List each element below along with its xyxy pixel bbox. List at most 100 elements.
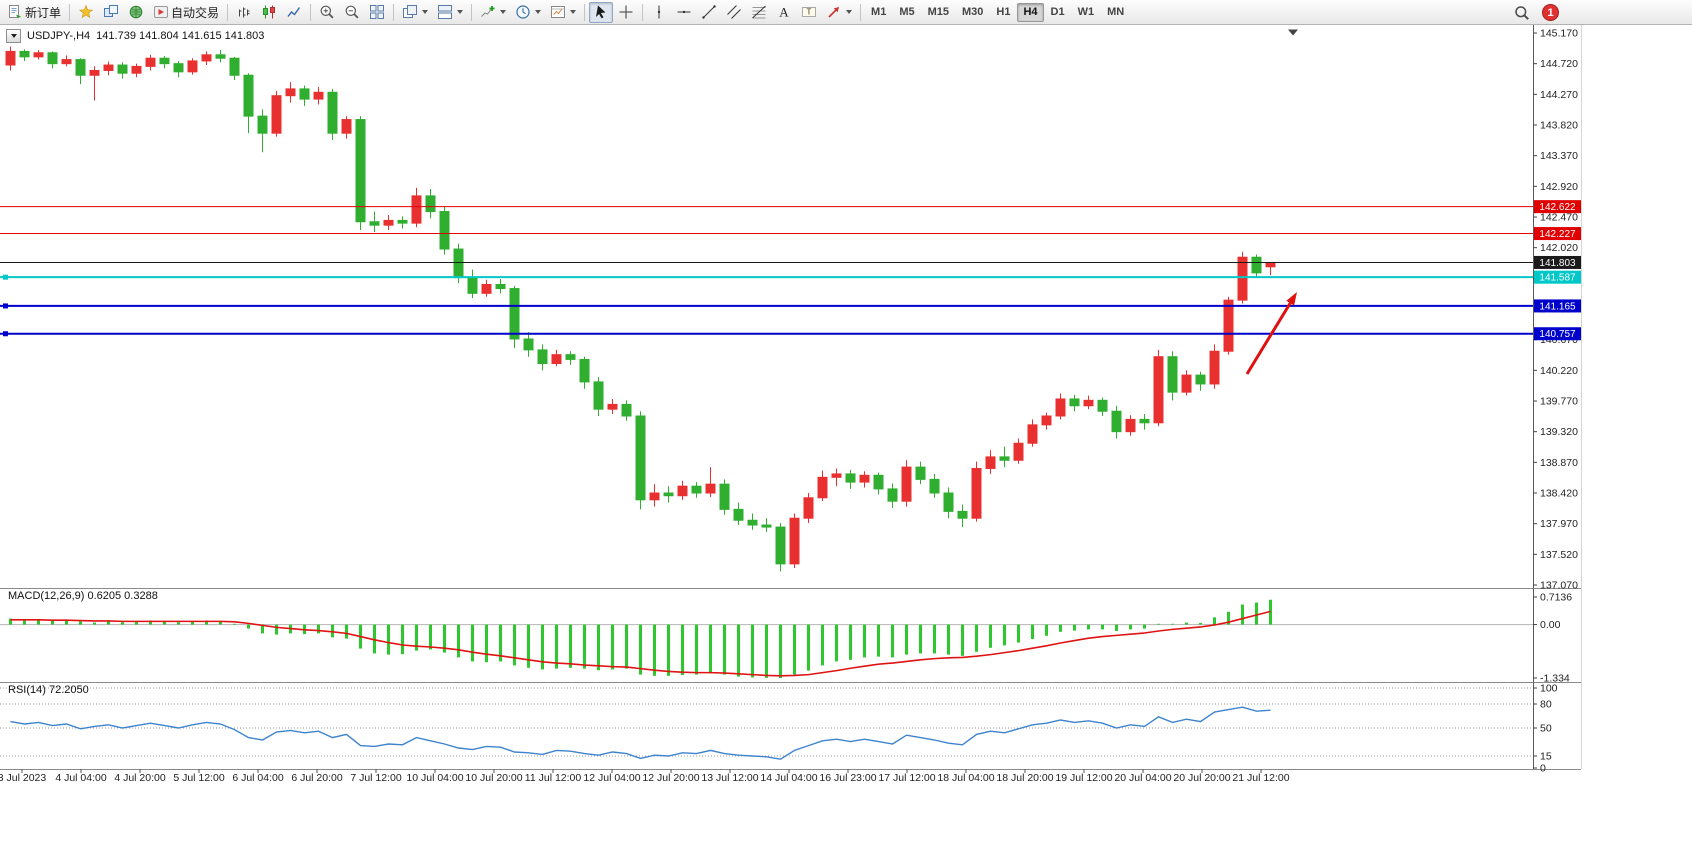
svg-text:145.170: 145.170 (1540, 28, 1578, 40)
svg-text:142.622: 142.622 (1539, 202, 1576, 213)
horizontal-level-lines[interactable] (0, 206, 1533, 337)
svg-text:137.070: 137.070 (1540, 580, 1578, 592)
arrows-button[interactable] (822, 2, 856, 23)
svg-text:11 Jul 12:00: 11 Jul 12:00 (525, 772, 582, 784)
text-button[interactable]: A (772, 2, 796, 23)
chart-canvas[interactable]: 145.170 144.720 144.270 143.820 143.370 142.9… (0, 25, 1692, 851)
timeframe-button-m5[interactable]: M5 (899, 6, 915, 18)
toolbar-separator (227, 3, 229, 21)
zoom-out-button[interactable] (340, 2, 364, 23)
price-badge-142622 (1534, 200, 1581, 214)
timeframe-button-m1[interactable]: M1 (871, 6, 887, 18)
bid-price-badge (1534, 255, 1581, 269)
svg-text:143.820: 143.820 (1540, 120, 1578, 132)
svg-text:21 Jul 12:00: 21 Jul 12:00 (1232, 772, 1289, 784)
market-watch-icon (128, 4, 144, 20)
macd-values: 0.6205 0.3288 (87, 590, 158, 602)
symbol-dropdown-button[interactable] (6, 29, 21, 43)
chevron-down-icon (10, 34, 17, 38)
new-chart-button[interactable] (398, 2, 432, 23)
notification-badge[interactable]: 1 (1542, 4, 1559, 21)
annotation-arrow[interactable] (1245, 292, 1297, 375)
price-badge-140757 (1534, 327, 1581, 341)
timeframe-button-m15[interactable]: M15 (927, 6, 949, 18)
horizontal-line-icon (676, 4, 692, 20)
toolbar-separator (584, 3, 586, 21)
tile-windows-button[interactable] (365, 2, 389, 23)
svg-text:139.320: 139.320 (1540, 426, 1578, 438)
candle-chart-icon (261, 4, 277, 20)
dropdown-caret-icon (422, 10, 429, 14)
fibonacci-button[interactable] (747, 2, 771, 23)
chart-title: USDJPY-,H4 (27, 30, 91, 42)
wizard-button[interactable] (74, 2, 98, 23)
svg-text:14 Jul 04:00: 14 Jul 04:00 (760, 772, 817, 784)
macd-axis[interactable]: 0.7136 0.00 -1.334 (1533, 592, 1572, 685)
periods-icon (515, 4, 531, 20)
wizard-icon (78, 4, 94, 20)
auto-trading-button[interactable]: 自动交易 (149, 2, 223, 23)
timeframe-button-d1[interactable]: D1 (1050, 6, 1065, 18)
svg-text:143.370: 143.370 (1540, 150, 1578, 162)
macd-panel (0, 599, 1533, 678)
svg-text:18 Jul 20:00: 18 Jul 20:00 (996, 772, 1053, 784)
svg-text:142.920: 142.920 (1540, 181, 1578, 193)
chart-window[interactable]: 145.170 144.720 144.270 143.820 143.370 142.9… (0, 25, 1692, 851)
svg-text:142.227: 142.227 (1539, 229, 1576, 240)
dropdown-caret-icon (570, 10, 577, 14)
svg-text:19 Jul 12:00: 19 Jul 12:00 (1055, 772, 1112, 784)
timeframe-button-w1[interactable]: W1 (1077, 6, 1095, 18)
svg-text:10 Jul 20:00: 10 Jul 20:00 (465, 772, 522, 784)
profiles-button[interactable] (99, 2, 123, 23)
zoom-in-button[interactable] (315, 2, 339, 23)
new-order-button[interactable]: 新订单 (3, 2, 65, 23)
price-badge-142227 (1534, 227, 1581, 241)
cursor-button[interactable] (589, 1, 614, 23)
svg-text:12 Jul 04:00: 12 Jul 04:00 (583, 772, 640, 784)
search-button[interactable] (1510, 2, 1534, 23)
svg-text:50: 50 (1540, 723, 1552, 735)
new-order-button-label: 新订单 (25, 5, 62, 20)
svg-text:T: T (807, 8, 812, 17)
svg-text:138.870: 138.870 (1540, 457, 1578, 469)
candle-chart-mode-button[interactable] (257, 2, 281, 23)
text-label-button[interactable]: T (797, 2, 821, 23)
trendline-icon (701, 4, 717, 20)
timeframe-button-h1[interactable]: H1 (996, 6, 1011, 18)
crosshair-button[interactable] (614, 2, 638, 23)
arrows-icon (826, 4, 842, 20)
vertical-line-button[interactable] (647, 2, 671, 23)
channel-button[interactable] (722, 2, 746, 23)
timeframe-button-h4[interactable]: H4 (1017, 2, 1044, 22)
timeframe-button-mn[interactable]: MN (1107, 6, 1125, 18)
chart-profiles-button[interactable] (433, 2, 467, 23)
periods-button[interactable] (511, 2, 545, 23)
bar-chart-icon (236, 4, 252, 20)
svg-text:A: A (779, 5, 789, 20)
svg-text:140.757: 140.757 (1539, 329, 1576, 340)
svg-text:141.165: 141.165 (1539, 301, 1576, 312)
new-order-icon (7, 4, 23, 20)
svg-text:12 Jul 20:00: 12 Jul 20:00 (642, 772, 699, 784)
toolbar-separator (471, 3, 473, 21)
svg-text:6 Jul 20:00: 6 Jul 20:00 (291, 772, 343, 784)
svg-text:0.00: 0.00 (1540, 619, 1561, 631)
search-icon (1514, 5, 1530, 21)
timeframe-button-m30[interactable]: M30 (962, 6, 984, 18)
svg-text:5 Jul 12:00: 5 Jul 12:00 (173, 772, 225, 784)
market-watch-button[interactable] (124, 2, 148, 23)
bar-chart-mode-button[interactable] (232, 2, 256, 23)
trendline-button[interactable] (697, 2, 721, 23)
profiles-icon (103, 4, 119, 20)
time-axis[interactable]: 3 Jul 2023 4 Jul 04:00 4 Jul 20:00 5 Jul 12… (0, 769, 1290, 784)
price-badge-141587 (1534, 270, 1581, 284)
zoom-out-icon (344, 4, 360, 20)
rsi-axis[interactable]: 100 80 50 150 (1533, 683, 1558, 775)
indicators-button[interactable] (476, 2, 510, 23)
templates-button[interactable] (546, 2, 580, 23)
svg-text:80: 80 (1540, 699, 1552, 711)
horizontal-line-button[interactable] (672, 2, 696, 23)
line-chart-mode-button[interactable] (282, 2, 306, 23)
macd-indicator-label: MACD(12,26,9) 0.6205 0.3288 (8, 590, 158, 602)
main-toolbar: 新订单 自动交易 A T M1 M5 M15 M30 H1 H4 D1 W1 MN 1 (0, 0, 1692, 25)
